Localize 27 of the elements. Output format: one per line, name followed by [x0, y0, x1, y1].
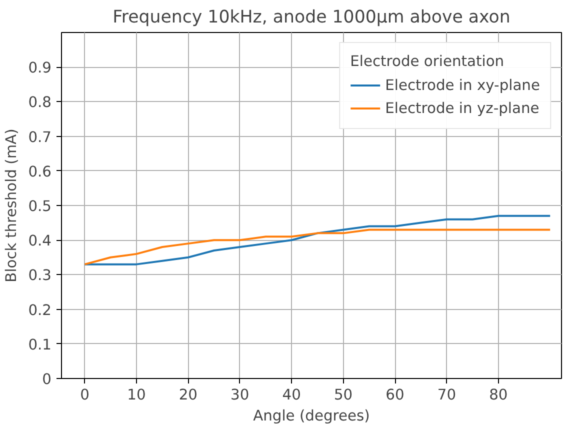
line-series	[84, 214, 552, 266]
legend-label: Electrode in xy-plane	[385, 76, 540, 94]
x-tick-label: 70	[437, 386, 456, 404]
x-tick-label: 60	[386, 386, 404, 404]
legend-title: Electrode orientation	[350, 53, 506, 70]
y-tick-label: 0.9	[28, 60, 52, 77]
x-tick-label: 20	[178, 386, 198, 404]
x-axis-title: Angle (degrees)	[253, 408, 370, 424]
y-tick-label: 0.6	[28, 163, 52, 180]
y-tick-label: 0.5	[28, 198, 52, 215]
y-tick-label: 0.8	[28, 94, 52, 112]
x-tick-label: 30	[230, 386, 250, 404]
y-tick-label: 0.1	[28, 336, 52, 354]
x-tick-label: 50	[334, 386, 353, 404]
y-tick-label: 0.3	[28, 267, 52, 284]
y-tick-label: 0.7	[28, 128, 52, 146]
y-tick-label: 0	[42, 371, 52, 388]
line-series	[84, 228, 552, 266]
x-tick-label: 40	[282, 386, 301, 404]
legend-label: Electrode in yz-plane	[385, 100, 540, 116]
y-tick-label: 0.4	[28, 232, 52, 250]
x-tick-label: 10	[127, 386, 146, 404]
x-tick-label: 80	[489, 386, 508, 404]
y-axis-title: Block threshold (mA)	[3, 128, 20, 282]
chart-title: Frequency 10kHz, anode 1000μm above axon	[112, 8, 510, 28]
x-tick-label: 0	[80, 386, 90, 404]
y-tick-label: 0.2	[28, 302, 52, 319]
